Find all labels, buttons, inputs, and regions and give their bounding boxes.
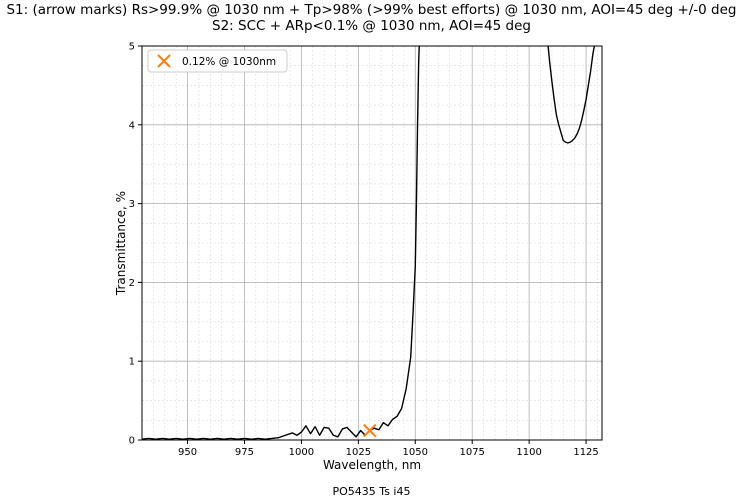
chart-subtitle: S2: SCC + ARp<0.1% @ 1030 nm, AOI=45 deg <box>212 18 531 34</box>
marker-stroke-b <box>363 423 377 438</box>
x-tick-label: 975 <box>235 447 254 458</box>
x-tick-label: 950 <box>178 447 197 458</box>
plot-frame <box>141 45 603 441</box>
figure-caption: PO5435 Ts i45 <box>332 485 411 498</box>
series-layer <box>142 46 596 440</box>
y-tick-label: 5 <box>129 42 135 53</box>
legend: 0.12% @ 1030nm <box>147 49 288 73</box>
x-axis-label: Wavelength, nm <box>323 458 421 472</box>
y-tick-label: 0 <box>129 436 135 447</box>
x-tick-label: 1000 <box>289 447 314 458</box>
y-tick-label: 2 <box>129 278 135 289</box>
chart-title: S1: (arrow marks) Rs>99.9% @ 1030 nm + T… <box>6 2 737 18</box>
y-tick-label: 1 <box>129 357 135 368</box>
transmittance-curve-1 <box>142 46 420 440</box>
transmittance-curve-2 <box>547 46 596 144</box>
legend-box <box>147 49 288 73</box>
x-tick-label: 1050 <box>403 447 428 458</box>
legend-label: 0.12% @ 1030nm <box>182 56 276 68</box>
x-tick-label: 1025 <box>346 447 371 458</box>
marker-point <box>363 423 377 438</box>
legend-marker-icon-stroke <box>157 54 171 68</box>
x-tick-label: 1075 <box>459 447 484 458</box>
axis-ticks: 950 975 1000 1025 1050 1075 1100 1125 0 1 2 3 4 5 <box>129 42 599 459</box>
y-axis-label: Transmittance, % <box>114 191 128 296</box>
x-tick-label: 1125 <box>573 447 598 458</box>
marker-layer <box>363 423 377 438</box>
minor-gridlines <box>141 46 602 440</box>
x-tick-label: 1100 <box>516 447 541 458</box>
y-tick-label: 3 <box>129 199 135 210</box>
y-tick-label: 4 <box>129 120 135 131</box>
